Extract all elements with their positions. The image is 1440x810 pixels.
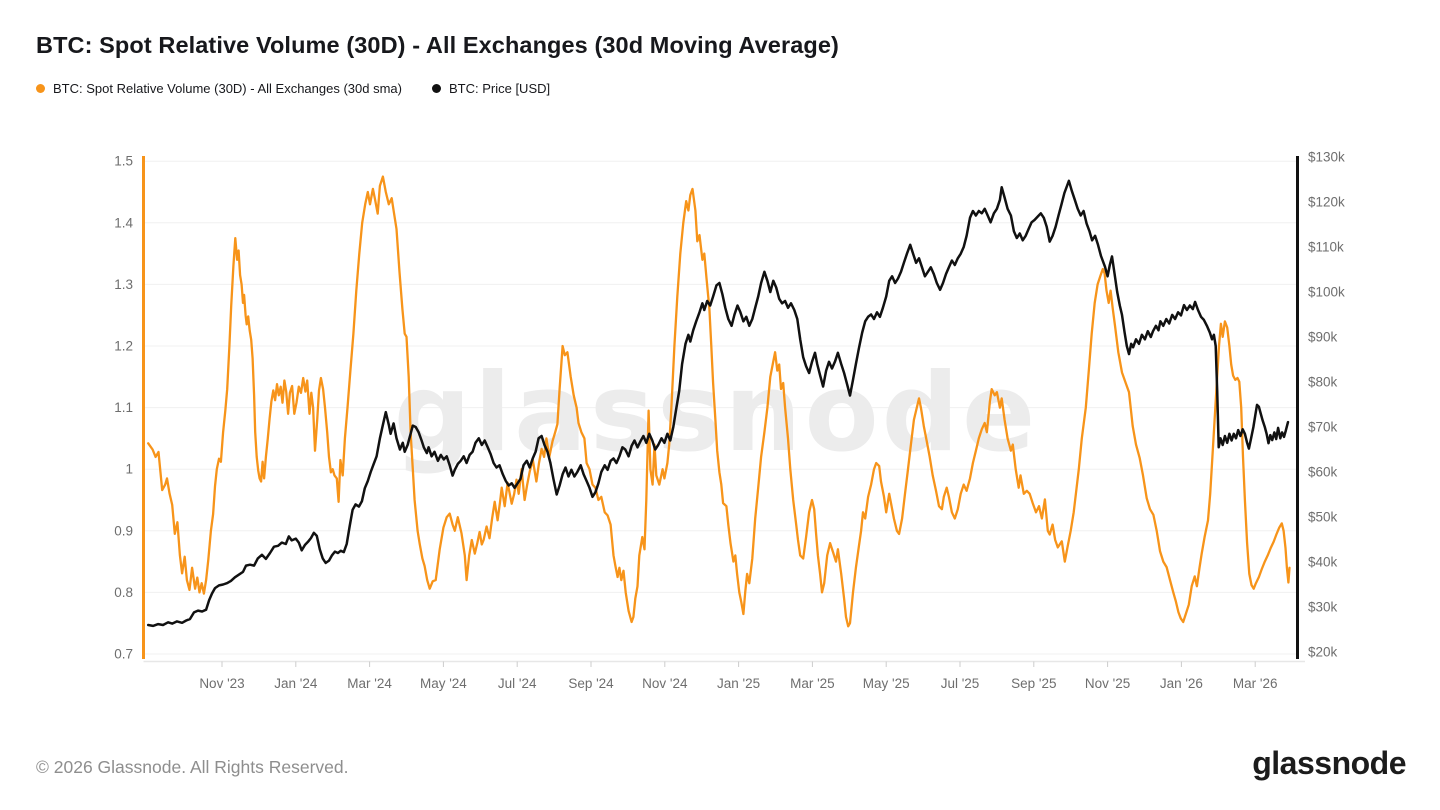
svg-text:$110k: $110k [1308, 240, 1344, 255]
svg-text:Jan '24: Jan '24 [274, 676, 318, 691]
svg-text:Jul '24: Jul '24 [498, 676, 537, 691]
svg-text:1.4: 1.4 [114, 215, 133, 230]
y-left-tick-labels: 1.5 1.4 1.3 1.2 1.1 1 0.9 0.8 0.7 [114, 154, 133, 662]
svg-text:$30k: $30k [1308, 600, 1338, 615]
svg-text:$120k: $120k [1308, 195, 1345, 210]
legend-item-price[interactable]: BTC: Price [USD] [431, 81, 551, 96]
svg-text:1: 1 [125, 462, 133, 477]
svg-text:$20k: $20k [1308, 645, 1338, 660]
svg-text:$80k: $80k [1308, 375, 1338, 390]
glassnode-logo: glassnode [1252, 745, 1406, 781]
page-title: BTC: Spot Relative Volume (30D) - All Ex… [36, 32, 839, 58]
svg-text:$50k: $50k [1308, 510, 1338, 525]
svg-text:Sep '25: Sep '25 [1011, 676, 1056, 691]
svg-text:$90k: $90k [1308, 330, 1338, 345]
svg-text:Mar '26: Mar '26 [1233, 676, 1278, 691]
svg-text:1.5: 1.5 [114, 154, 133, 169]
x-tick-marks [221, 661, 1256, 667]
svg-text:Nov '25: Nov '25 [1085, 676, 1130, 691]
plot-area[interactable] [145, 156, 1295, 662]
svg-text:Jul '25: Jul '25 [941, 676, 980, 691]
svg-text:1.3: 1.3 [114, 277, 133, 292]
volume-series-line [147, 175, 1291, 628]
gridlines [145, 160, 1296, 655]
svg-text:$70k: $70k [1308, 420, 1338, 435]
svg-text:$60k: $60k [1308, 465, 1338, 480]
price-series-dot-icon [431, 84, 441, 93]
svg-text:1.2: 1.2 [114, 339, 133, 354]
svg-text:0.8: 0.8 [114, 585, 133, 600]
svg-text:Sep '24: Sep '24 [568, 676, 614, 691]
svg-text:Nov '24: Nov '24 [642, 676, 688, 691]
legend-label-volume: BTC: Spot Relative Volume (30D) - All Ex… [53, 81, 402, 96]
x-tick-labels: Nov '23 Jan '24 Mar '24 May '24 Jul '24 Sep '… [199, 676, 1277, 691]
svg-text:$100k: $100k [1308, 285, 1345, 300]
legend-label-price: BTC: Price [USD] [448, 81, 551, 96]
svg-text:May '25: May '25 [863, 676, 910, 691]
svg-text:0.7: 0.7 [114, 647, 133, 662]
volume-series-dot-icon [36, 84, 45, 93]
svg-text:Jan '25: Jan '25 [717, 676, 760, 691]
footer-copyright: © 2026 Glassnode. All Rights Reserved. [36, 757, 349, 777]
svg-text:Jan '26: Jan '26 [1160, 676, 1203, 691]
legend: BTC: Spot Relative Volume (30D) - All Ex… [36, 81, 550, 96]
svg-text:May '24: May '24 [420, 676, 467, 691]
svg-text:Mar '25: Mar '25 [790, 676, 835, 691]
svg-text:Nov '23: Nov '23 [199, 676, 244, 691]
price-series-line [146, 179, 1290, 628]
svg-text:$130k: $130k [1308, 150, 1345, 165]
y-right-tick-labels: $130k $120k $110k $100k $90k $80k $70k $60k $50k… [1308, 150, 1345, 660]
legend-item-volume[interactable]: BTC: Spot Relative Volume (30D) - All Ex… [36, 81, 402, 96]
svg-text:$40k: $40k [1308, 555, 1338, 570]
svg-text:Mar '24: Mar '24 [347, 676, 392, 691]
svg-text:0.9: 0.9 [114, 523, 133, 538]
svg-text:1.1: 1.1 [114, 400, 133, 415]
